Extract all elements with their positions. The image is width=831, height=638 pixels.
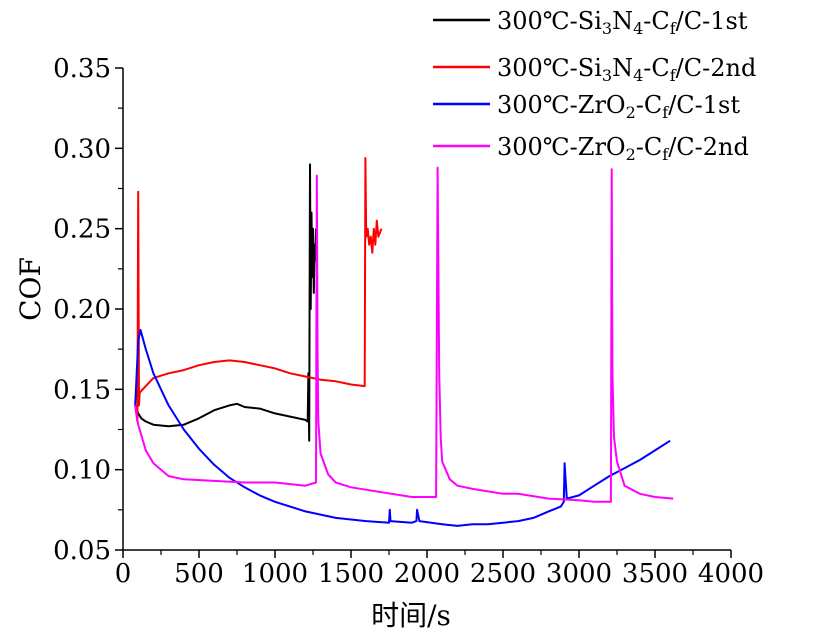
y-tick-label: 0.10	[53, 456, 111, 486]
legend: 300℃-Si3N4-Cf/C-1st300℃-Si3N4-Cf/C-2nd30…	[433, 7, 756, 164]
legend-label-part: /C-2nd	[676, 54, 757, 82]
x-tick-label: 500	[174, 559, 224, 589]
legend-label-part: f	[670, 66, 677, 85]
x-tick-label: 4000	[698, 559, 764, 589]
x-tick-label: 0	[115, 559, 132, 589]
x-tick-label: 2500	[470, 559, 536, 589]
x-tick-label: 2000	[394, 559, 460, 589]
legend-label-part: 300℃-ZrO	[497, 133, 626, 161]
legend-label-part: 2	[626, 145, 636, 164]
y-tick-label: 0.35	[53, 54, 111, 84]
y-tick-label: 0.05	[53, 536, 111, 566]
legend-label-part: /C-2nd	[668, 133, 749, 161]
legend-label-part: -C	[643, 7, 669, 35]
legend-label-part: -C	[636, 133, 662, 161]
legend-label-part: N	[612, 54, 633, 82]
series-layer	[134, 157, 674, 527]
legend-label-part: 300℃-ZrO	[497, 91, 626, 119]
legend-label-3: 300℃-ZrO2-Cf/C-1st	[497, 91, 740, 122]
legend-label-4: 300℃-ZrO2-Cf/C-2nd	[497, 133, 749, 164]
legend-label-part: 4	[633, 66, 643, 85]
x-axis-title: 时间/s	[371, 599, 451, 632]
series-line-4	[134, 166, 674, 503]
series-line-1	[134, 163, 317, 442]
x-tick-label: 1000	[242, 559, 308, 589]
legend-label-part: -C	[636, 91, 662, 119]
legend-label-part: 3	[602, 66, 612, 85]
x-tick-label: 1500	[318, 559, 384, 589]
series-line-2	[134, 157, 383, 423]
y-axis: 0.05 0.10 0.15 0.20 0.25 0.30 0.35	[53, 54, 123, 566]
x-tick-label: 3500	[622, 559, 688, 589]
legend-label-2: 300℃-Si3N4-Cf/C-2nd	[497, 54, 756, 85]
legend-label-part: 300℃-Si	[497, 54, 602, 82]
y-tick-label: 0.15	[53, 375, 111, 405]
legend-label-part: f	[662, 103, 669, 122]
x-axis: 0 500 1000 1500 2000 2500 3000 3500 4000	[115, 550, 764, 589]
series-line-3	[134, 328, 671, 527]
legend-label-1: 300℃-Si3N4-Cf/C-1st	[497, 7, 748, 38]
y-tick-label: 0.25	[53, 215, 111, 245]
legend-label-part: f	[670, 19, 677, 38]
x-tick-label: 3000	[546, 559, 612, 589]
legend-label-part: /C-1st	[676, 7, 748, 35]
legend-label-part: /C-1st	[668, 91, 740, 119]
legend-label-part: N	[612, 7, 633, 35]
y-axis-title: COF	[14, 257, 47, 321]
y-tick-label: 0.30	[53, 134, 111, 164]
legend-label-part: -C	[643, 54, 669, 82]
legend-label-part: 3	[602, 19, 612, 38]
legend-label-part: f	[662, 145, 669, 164]
legend-label-part: 2	[626, 103, 636, 122]
legend-label-part: 4	[633, 19, 643, 38]
legend-label-part: 300℃-Si	[497, 7, 602, 35]
y-tick-label: 0.20	[53, 295, 111, 325]
